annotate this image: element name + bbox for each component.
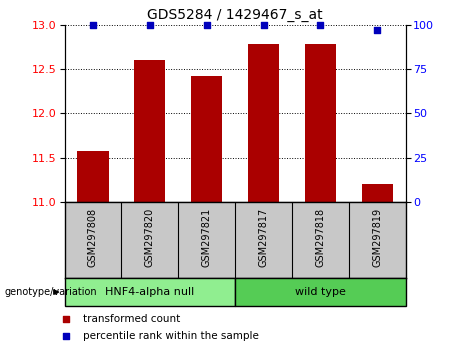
- Text: genotype/variation: genotype/variation: [5, 287, 97, 297]
- Text: wild type: wild type: [295, 287, 346, 297]
- Text: HNF4-alpha null: HNF4-alpha null: [105, 287, 195, 297]
- Point: [317, 22, 324, 28]
- Bar: [235, 278, 406, 306]
- Text: percentile rank within the sample: percentile rank within the sample: [83, 331, 259, 341]
- Text: GSM297820: GSM297820: [145, 208, 155, 267]
- Bar: [191, 76, 222, 202]
- Point: [89, 22, 97, 28]
- Bar: [134, 60, 165, 202]
- Text: GSM297808: GSM297808: [88, 208, 98, 267]
- Text: GSM297817: GSM297817: [259, 208, 269, 267]
- Point: [203, 22, 210, 28]
- Point: [62, 316, 70, 322]
- Bar: [361, 184, 393, 202]
- Text: transformed count: transformed count: [83, 314, 181, 324]
- Point: [62, 333, 70, 339]
- Bar: [77, 151, 109, 202]
- Text: GSM297821: GSM297821: [201, 208, 212, 267]
- Text: GSM297818: GSM297818: [315, 208, 325, 267]
- Bar: [248, 44, 279, 202]
- Point: [146, 22, 154, 28]
- Point: [260, 22, 267, 28]
- Title: GDS5284 / 1429467_s_at: GDS5284 / 1429467_s_at: [148, 8, 323, 22]
- Bar: [305, 44, 336, 202]
- Text: GSM297819: GSM297819: [372, 208, 382, 267]
- Bar: [65, 278, 235, 306]
- Point: [373, 27, 381, 33]
